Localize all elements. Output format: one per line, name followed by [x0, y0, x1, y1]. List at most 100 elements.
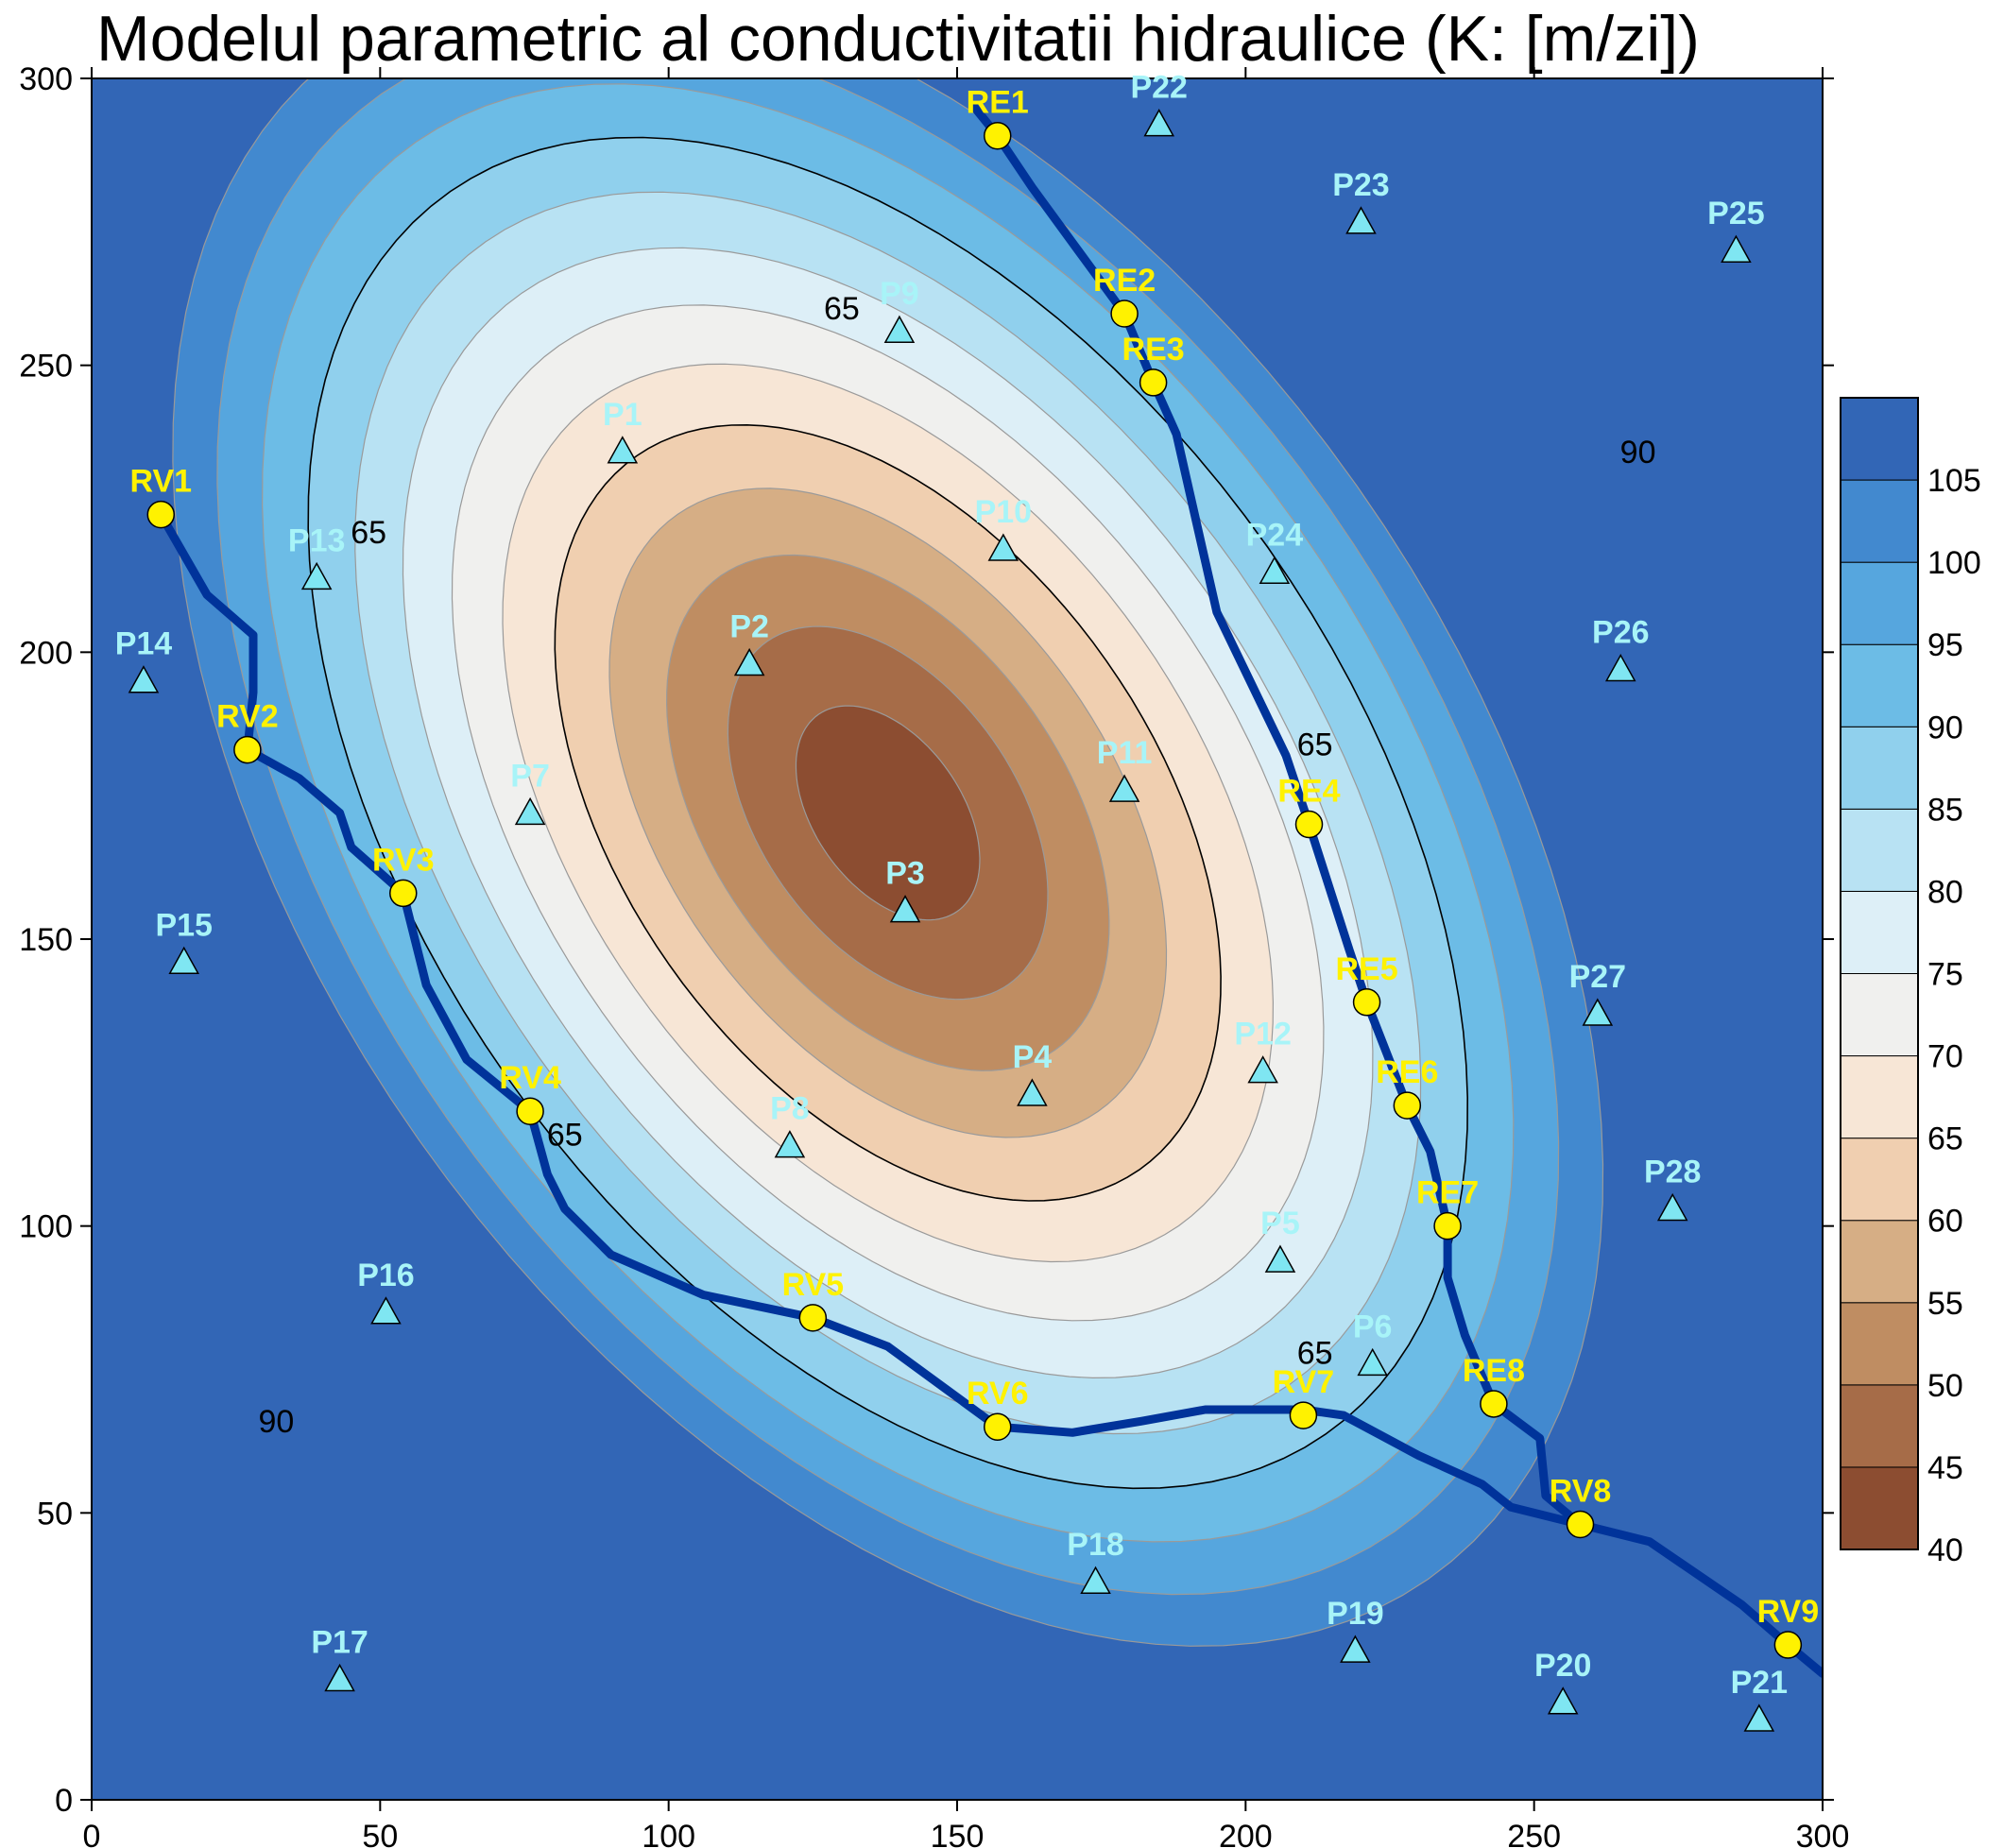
piezometer-label: P7 [510, 758, 550, 794]
station-marker [1393, 1091, 1422, 1120]
piezometer-marker [1721, 234, 1752, 263]
colorbar-tick-label: 95 [1927, 627, 1963, 663]
station-label: RE4 [1277, 774, 1340, 810]
piezometer-label: P13 [288, 522, 346, 558]
piezometer-label: P9 [880, 276, 919, 312]
colorbar: 40 45 50 55 60 65 70 75 80 85 90 95 100 105 [1840, 397, 1981, 1568]
x-tick-label: 50 [362, 1819, 398, 1848]
contour-line-55 [665, 554, 1110, 1071]
piezometer-label: P19 [1327, 1596, 1384, 1632]
piezometer-marker [514, 796, 546, 826]
piezometer-marker [1080, 1566, 1111, 1594]
colorbar-tick-label: 50 [1927, 1368, 1963, 1404]
piezometer-label: P8 [770, 1091, 810, 1127]
piezometer-marker [1264, 1244, 1296, 1273]
contour-labels: 65 65 65 65 65 90 90 [258, 291, 1655, 1440]
station-marker [1433, 1211, 1462, 1241]
station-label: RV1 [130, 464, 193, 500]
contour-line-105 [172, 78, 1604, 1647]
station-marker [516, 1097, 544, 1125]
piezometer-label: P26 [1592, 615, 1650, 651]
y-tick-label: 50 [37, 1496, 73, 1531]
river-line-1 [969, 102, 1584, 1529]
station-marker [983, 1412, 1012, 1441]
piezometer-marker [883, 315, 916, 343]
rivers [156, 102, 1823, 1678]
piezometer-label: P5 [1260, 1206, 1300, 1241]
station-marker [1289, 1401, 1318, 1429]
station-marker [1352, 988, 1381, 1017]
piezometer-marker [774, 1130, 806, 1158]
station-marker [1773, 1631, 1803, 1659]
colorbar-swatch-55 [1840, 1220, 1919, 1304]
station-marker [1480, 1390, 1508, 1418]
contour-label: 90 [258, 1404, 294, 1440]
piezometer-label: P14 [115, 626, 173, 662]
piezometer-label: P12 [1234, 1017, 1292, 1052]
piezometer-marker [1259, 556, 1291, 585]
y-tick-label: 250 [19, 349, 73, 385]
station-marker [798, 1304, 828, 1332]
piezometer-marker [1108, 774, 1140, 802]
station-marker [1110, 299, 1139, 328]
piezometer-label: P18 [1067, 1527, 1124, 1563]
piezometer-marker [1247, 1055, 1278, 1084]
piezometer-label: P11 [1097, 735, 1153, 771]
x-tick-label: 0 [83, 1819, 101, 1848]
piezometer-label: P25 [1707, 196, 1765, 231]
piezometer-marker [733, 647, 765, 676]
piezometer-label: P21 [1731, 1665, 1789, 1701]
colorbar-tick-label: 105 [1927, 463, 1981, 499]
contour-line-65 [554, 423, 1222, 1202]
station-label: RV7 [1273, 1364, 1335, 1400]
y-tick-label: 200 [19, 635, 73, 671]
piezometer-label: P22 [1130, 70, 1188, 106]
station-marker [1566, 1510, 1595, 1539]
piezometer-marker [607, 436, 639, 464]
station-label: RE1 [967, 85, 1029, 121]
piezometer-marker [370, 1296, 402, 1325]
piezometer-marker [1656, 1192, 1688, 1222]
piezometers: P1 P2 P3 P4 P5 P6 P7 P8 P9 P10 P11 P12 P13 P14 P15 P16 P… [115, 70, 1789, 1732]
y-tick-label: 150 [19, 922, 73, 958]
station-label: RV9 [1757, 1594, 1820, 1630]
station-label: RV8 [1550, 1473, 1612, 1509]
station-label: RV5 [782, 1267, 845, 1303]
contour-band-40 [796, 706, 980, 920]
colorbar-tick-label: 90 [1927, 710, 1963, 745]
x-tick-label: 300 [1796, 1819, 1850, 1848]
contour-label: 65 [547, 1117, 583, 1153]
piezometer-marker [1743, 1703, 1775, 1732]
contour-label: 65 [1297, 1335, 1333, 1371]
station-label: RE6 [1376, 1054, 1438, 1090]
contour-line-70 [502, 363, 1275, 1263]
station-label: RE2 [1093, 263, 1156, 299]
piezometer-marker [1582, 998, 1614, 1026]
stations: RE1 RE2 RE3 RE4 RE5 RE6 RE7 RE8 RV1 RV2 RV3 RV4 RV5 R… [130, 85, 1820, 1659]
piezometer-marker [1547, 1686, 1579, 1715]
piezometer-marker [168, 946, 199, 975]
contour-line-50 [727, 625, 1049, 1001]
colorbar-tick-label: 65 [1927, 1121, 1963, 1157]
piezometer-marker [128, 665, 160, 693]
chart-title: Modelul parametric al conductivitatii hi… [96, 3, 1700, 75]
piezometer-label: P17 [311, 1624, 368, 1660]
piezometer-marker [987, 533, 1019, 561]
station-label: RE7 [1416, 1175, 1479, 1211]
station-label: RV3 [372, 842, 435, 878]
colorbar-swatch-105 [1840, 397, 1919, 481]
colorbar-swatch-75 [1840, 890, 1919, 975]
contour-line-95 [261, 83, 1515, 1543]
contour-label: 65 [1297, 727, 1333, 763]
piezometer-marker [1604, 654, 1636, 682]
station-marker [233, 735, 262, 764]
contour-line-60 [608, 488, 1168, 1138]
x-tick-label: 100 [642, 1819, 695, 1848]
piezometer-marker [324, 1663, 355, 1692]
colorbar-tick-label: 45 [1927, 1450, 1963, 1486]
colorbar-tick-label: 40 [1927, 1532, 1963, 1568]
contour-label: 90 [1620, 435, 1656, 471]
river-line-2 [156, 510, 1823, 1678]
